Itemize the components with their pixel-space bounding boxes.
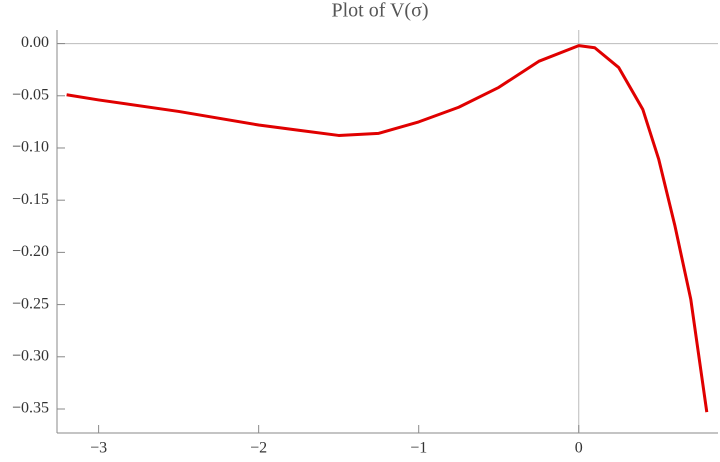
y-tick-label: −0.10 xyxy=(12,139,49,156)
x-tick-label: 0 xyxy=(575,440,583,457)
x-tick-label: −2 xyxy=(250,440,267,457)
y-tick-label: −0.20 xyxy=(12,243,49,260)
y-tick-label: −0.05 xyxy=(12,86,49,103)
y-tick-label: −0.30 xyxy=(12,347,49,364)
y-tick-label: −0.35 xyxy=(12,400,49,417)
x-tick-label: −1 xyxy=(410,440,427,457)
y-tick-label: −0.25 xyxy=(12,295,49,312)
y-tick-label: 0.00 xyxy=(21,34,49,51)
chart-title: Plot of V(σ) xyxy=(331,0,428,22)
x-tick-label: −3 xyxy=(90,440,107,457)
y-tick-label: −0.15 xyxy=(12,191,49,208)
line-series xyxy=(66,44,709,413)
